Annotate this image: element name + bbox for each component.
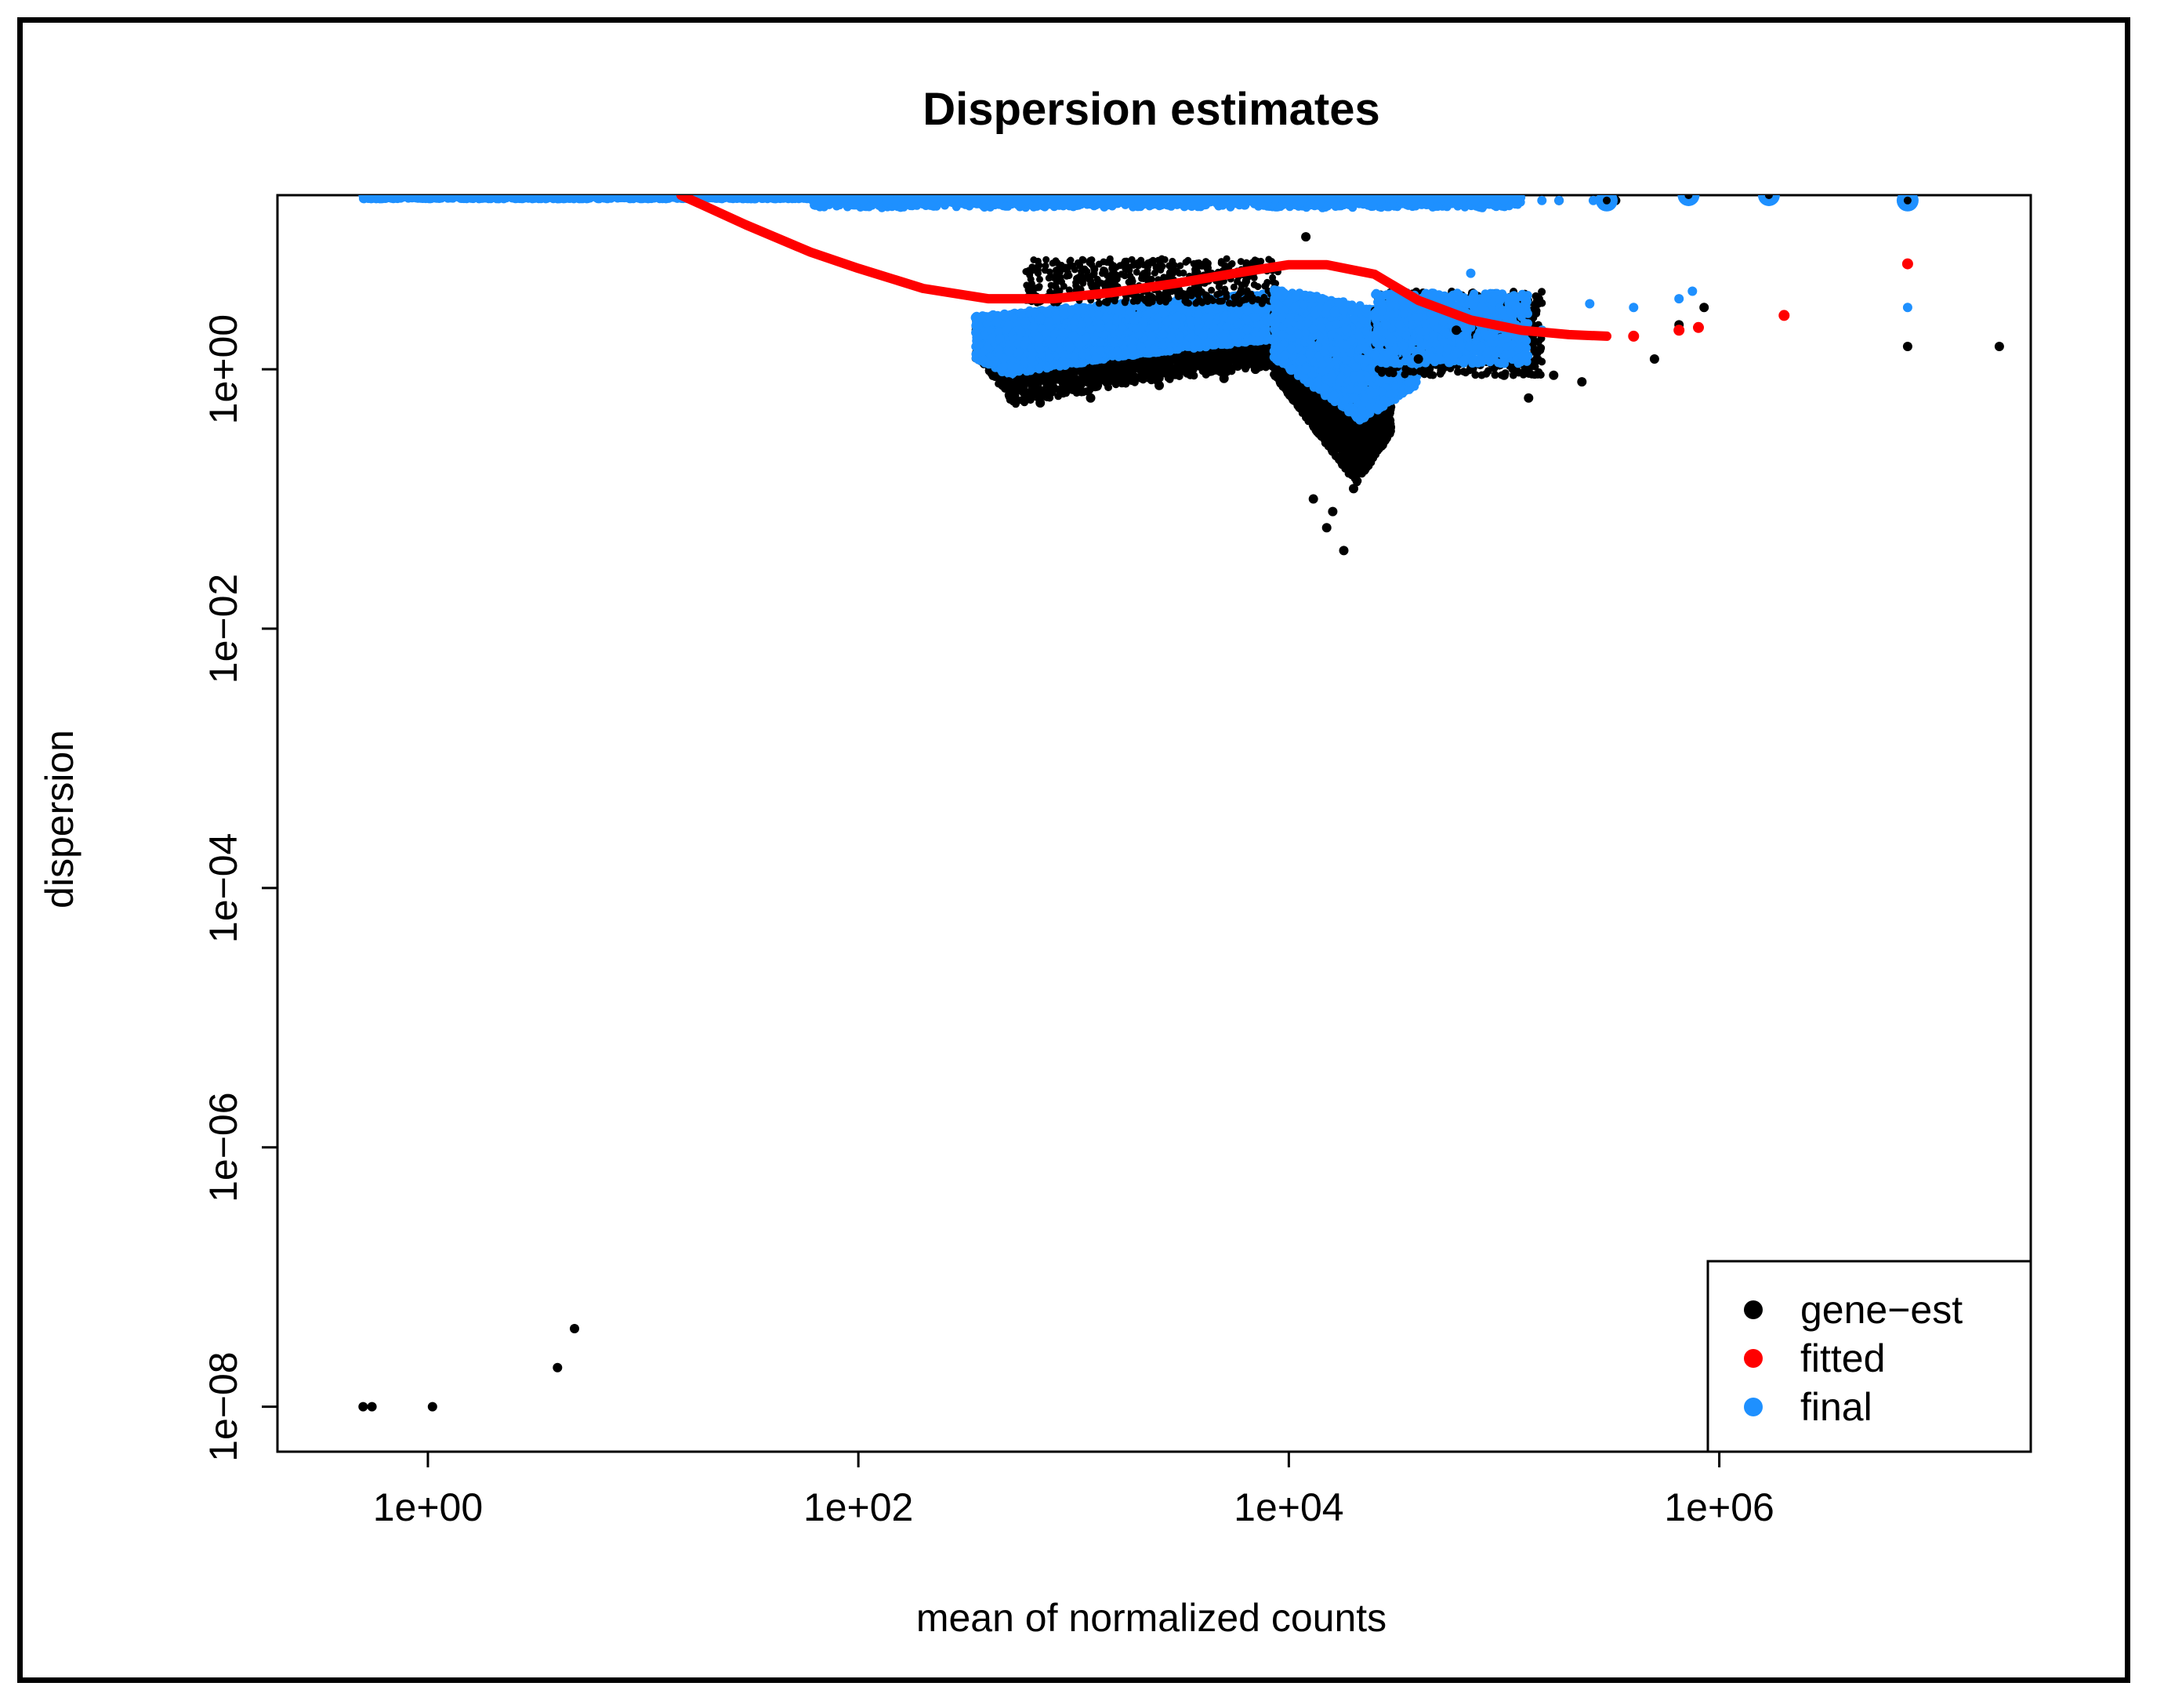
final-cloud-point: [1425, 198, 1434, 207]
final-cloud-point: [1164, 195, 1173, 203]
final-cloud-point: [1185, 187, 1194, 195]
final-cloud-point: [1449, 195, 1458, 198]
final-cloud-point: [1263, 187, 1272, 195]
final-cloud-point: [790, 195, 799, 201]
final-cloud-point: [1076, 199, 1086, 209]
final-cloud-point: [821, 187, 829, 195]
dispersion-chart: Dispersion estimates 1e+00 1e+02 1e+04 1e+0…: [38, 84, 2032, 1640]
final-cloud-point: [1231, 199, 1240, 209]
final-cloud-point: [404, 195, 413, 203]
final-cloud-point: [980, 195, 989, 204]
final-cloud-point: [1241, 201, 1250, 210]
final-cloud-point: [1052, 195, 1061, 200]
figure-frame: Dispersion estimates 1e+00 1e+02 1e+04 1e+0…: [17, 17, 2130, 1683]
final-cloud-point: [1316, 187, 1325, 195]
final-cloud-point: [1021, 196, 1031, 205]
final-cloud-point: [1105, 195, 1115, 200]
final-cloud-point: [803, 195, 812, 203]
final-cloud-point: [533, 195, 542, 200]
final-cloud-point: [1030, 195, 1039, 198]
final-cloud-point: [1096, 199, 1105, 209]
final-cloud-point: [1470, 197, 1480, 206]
final-cloud-point: [959, 196, 968, 205]
final-cloud-point: [1321, 195, 1328, 198]
final-cloud-point: [1189, 201, 1198, 210]
final-cloud-point: [1344, 186, 1353, 194]
final-cloud-point: [988, 198, 998, 208]
final-cloud-point: [1285, 202, 1295, 212]
final-cloud-point: [1006, 187, 1014, 195]
final-cloud-point: [1368, 201, 1378, 211]
final-cloud-point: [1255, 195, 1263, 198]
final-cloud-point: [1298, 196, 1307, 205]
final-cloud-point: [971, 197, 981, 206]
final-cloud-point: [994, 187, 1002, 195]
final-cloud-point: [421, 195, 430, 204]
final-cloud-point: [586, 195, 595, 198]
final-cloud-point: [375, 195, 384, 204]
final-cloud-point: [930, 195, 938, 201]
final-cloud-point: [569, 195, 578, 201]
final-cloud-point: [840, 195, 849, 205]
final-cloud-point: [596, 195, 605, 200]
final-cloud-point: [1183, 187, 1192, 195]
final-cloud-point: [1037, 195, 1046, 205]
final-cloud-point: [1435, 187, 1444, 195]
final-cloud-point: [1409, 195, 1412, 196]
final-cloud-point: [1068, 198, 1077, 208]
final-cloud-point: [1177, 198, 1187, 206]
final-cloud-point: [486, 195, 495, 204]
final-cloud-point: [1106, 186, 1115, 194]
final-cloud-point: [926, 201, 936, 210]
final-cloud-point: [1376, 197, 1386, 206]
final-cloud-point: [1428, 187, 1437, 195]
final-cloud-point: [980, 203, 989, 212]
final-cloud-point: [1084, 198, 1093, 208]
final-cloud-point: [1195, 195, 1203, 198]
final-cloud-point: [1147, 200, 1157, 209]
final-cloud-point: [1201, 200, 1210, 209]
final-cloud-point: [1256, 200, 1266, 209]
final-cloud-point: [1403, 187, 1412, 195]
final-cloud-point: [1117, 187, 1125, 195]
final-cloud-point: [1264, 195, 1274, 204]
final-cloud-point: [1387, 187, 1396, 195]
final-cloud-point: [1481, 187, 1490, 195]
final-cloud-point: [1317, 186, 1325, 194]
final-cloud-point: [1491, 199, 1500, 209]
final-cloud-point: [1271, 195, 1281, 200]
final-cloud-point: [1096, 195, 1106, 198]
final-cloud-point: [1434, 202, 1442, 211]
final-cloud-point: [890, 196, 900, 205]
final-cloud-point: [1210, 197, 1220, 206]
final-cloud-point: [870, 195, 879, 200]
final-cloud-point: [1007, 198, 1017, 208]
final-cloud-point: [1295, 195, 1303, 198]
final-cloud-point: [1358, 195, 1368, 204]
final-cloud-point: [832, 200, 841, 209]
final-cloud-point: [478, 195, 487, 203]
chart-title: Dispersion estimates: [923, 84, 1379, 135]
final-cloud-point: [1049, 202, 1059, 212]
final-cloud-point: [1443, 200, 1452, 209]
final-cloud-point: [946, 198, 955, 207]
final-cloud-point: [1328, 197, 1338, 205]
